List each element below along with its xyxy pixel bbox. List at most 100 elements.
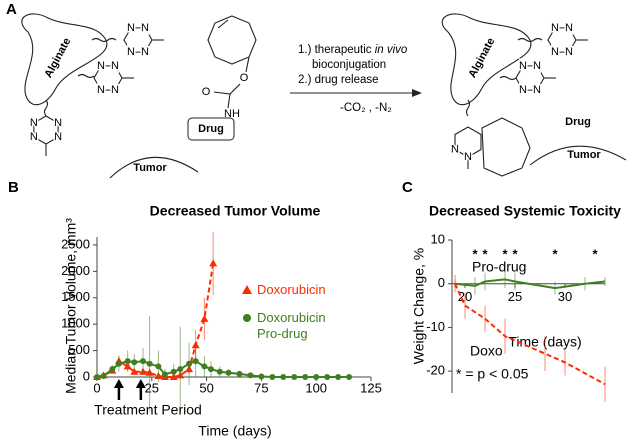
atom-label: N xyxy=(533,60,541,72)
point xyxy=(291,374,298,380)
y-tick-label: 0 xyxy=(83,368,90,383)
annotation: Treatment Period xyxy=(94,402,202,418)
y-tick-label: 10 xyxy=(431,231,445,246)
panel-label: B xyxy=(8,179,19,196)
atom-label: N xyxy=(141,46,149,58)
point xyxy=(130,367,139,375)
y-tick-label: 1500 xyxy=(61,289,90,304)
series-label: Pro-drug xyxy=(472,259,526,275)
point xyxy=(236,370,243,377)
significance-marker: * xyxy=(502,247,508,262)
series-label: Doxo xyxy=(470,343,503,359)
x-tick-label: 100 xyxy=(305,380,327,395)
y-tick-label: 2500 xyxy=(61,236,90,251)
point xyxy=(247,372,254,379)
point xyxy=(269,374,276,380)
atom-label: N xyxy=(30,131,38,143)
ring xyxy=(123,27,153,53)
y-tick-label: 0 xyxy=(438,275,445,290)
double-bond xyxy=(217,19,229,29)
x-axis-label: Time (days) xyxy=(198,423,271,439)
point xyxy=(131,359,138,366)
chart-title: Decreased Systemic Toxicity xyxy=(429,203,621,219)
ring xyxy=(515,65,545,91)
condition-text: 1.) therapeutic in vivo xyxy=(298,44,408,56)
point xyxy=(302,374,309,380)
point xyxy=(216,368,223,375)
point xyxy=(170,368,177,375)
point xyxy=(146,360,153,367)
condition-text: -CO₂ , -N₂ xyxy=(340,102,392,114)
tumor-outline xyxy=(529,145,627,166)
point xyxy=(100,372,107,379)
point xyxy=(324,374,331,380)
drug-box xyxy=(187,117,235,141)
condition-text: 2.) drug release xyxy=(298,74,379,86)
significance-marker: * xyxy=(482,247,488,262)
point xyxy=(115,360,122,367)
significance-marker: * xyxy=(592,247,598,262)
point xyxy=(124,358,131,365)
tumor-label: Tumor xyxy=(567,149,601,161)
atom-label: N xyxy=(451,143,459,155)
y-axis-label: Median Tumor Volume, mm³ xyxy=(63,218,79,394)
arrow-head xyxy=(412,89,422,97)
condition-text: in vivo xyxy=(375,44,408,56)
chart-title: Decreased Tumor Volume xyxy=(150,203,321,219)
ring xyxy=(547,27,577,53)
atom-label: N xyxy=(519,84,527,96)
series-line xyxy=(96,263,215,378)
legend-marker xyxy=(242,285,252,294)
atom-label: N xyxy=(111,60,119,72)
atom-label: N xyxy=(127,22,135,34)
point xyxy=(225,369,232,376)
point xyxy=(280,374,287,380)
arrow-head xyxy=(135,379,146,388)
y-axis-label: Weight Change, % xyxy=(411,248,427,364)
point xyxy=(186,360,193,367)
point xyxy=(313,374,320,380)
bonds xyxy=(213,56,250,129)
cyclooctene xyxy=(207,15,257,65)
atom-label: N xyxy=(54,131,62,143)
atom-label: N xyxy=(30,117,38,129)
atom-label: N xyxy=(127,46,135,58)
point xyxy=(201,363,208,370)
atom-label: N xyxy=(551,46,559,58)
polymer-outline xyxy=(441,13,532,106)
significance-marker: * xyxy=(472,247,478,262)
legend-entry: Doxorubicin Pro-drug xyxy=(257,310,326,341)
cyclooctane xyxy=(481,117,531,177)
series-line xyxy=(454,278,606,290)
series-line xyxy=(454,283,606,386)
x-tick-label: 75 xyxy=(254,380,268,395)
y-tick-label: 500 xyxy=(68,342,90,357)
atom-label: N xyxy=(565,22,573,34)
bond xyxy=(499,75,517,81)
legend-marker xyxy=(243,314,251,322)
atom-label: N xyxy=(97,60,105,72)
drug-label: Drug xyxy=(198,123,224,135)
point xyxy=(209,259,218,267)
bond xyxy=(517,37,543,43)
condition-text: bioconjugation xyxy=(312,59,386,71)
point xyxy=(346,374,353,380)
polymer-label: Alginate xyxy=(466,36,497,80)
tumor-outline xyxy=(109,156,199,179)
legend-entry: Doxorubicin xyxy=(257,282,326,297)
atom-label: O xyxy=(202,86,211,98)
ring xyxy=(93,65,123,91)
x-tick-label: 0 xyxy=(93,380,100,395)
point xyxy=(94,374,100,380)
point xyxy=(191,341,200,349)
atom-label: N xyxy=(54,117,62,129)
y-tick-label: 1000 xyxy=(61,316,90,331)
y-tick-label: -20 xyxy=(426,363,445,378)
point xyxy=(200,314,209,322)
x-tick-label: 25 xyxy=(145,380,159,395)
point xyxy=(258,373,265,380)
bond xyxy=(91,37,117,43)
x-tick-label: 125 xyxy=(360,380,382,395)
